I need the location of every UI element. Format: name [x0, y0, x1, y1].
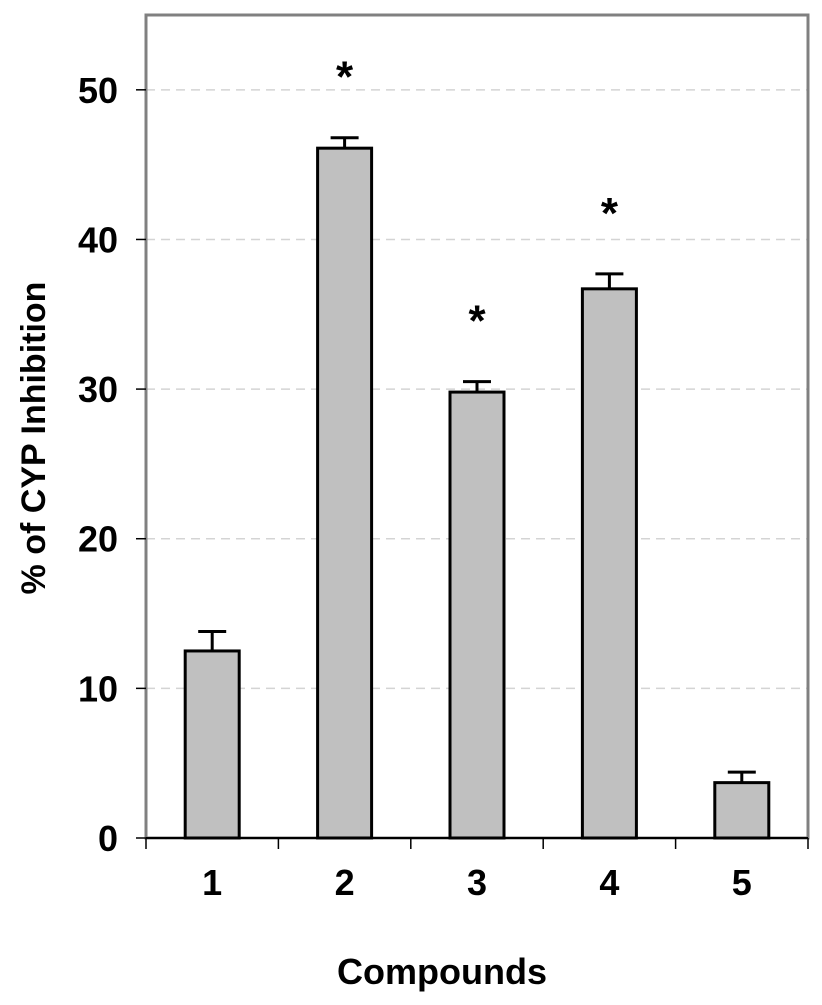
x-tick-label-2: 2 — [335, 862, 355, 903]
y-tick-label-20: 20 — [78, 519, 118, 560]
x-tick-label-1: 1 — [202, 862, 222, 903]
bar-2 — [316, 146, 374, 840]
bar-1 — [183, 649, 241, 840]
y-tick-label-30: 30 — [78, 369, 118, 410]
x-tick-label-5: 5 — [732, 862, 752, 903]
y-tick-label-50: 50 — [78, 70, 118, 111]
y-tick-label-10: 10 — [78, 668, 118, 709]
x-axis-title: Compounds — [337, 951, 547, 992]
x-tick-label-3: 3 — [467, 862, 487, 903]
bars — [183, 136, 771, 840]
bar-5 — [713, 781, 771, 840]
y-tick-label-0: 0 — [98, 818, 118, 859]
significance-marker-3: * — [468, 297, 486, 346]
labels: 0 10 20 30 40 50 1 2 * 3 * 4 * 5 — [78, 53, 752, 903]
bar-3 — [448, 390, 506, 840]
significance-marker-4: * — [601, 189, 619, 238]
y-tick-label-40: 40 — [78, 219, 118, 260]
y-axis-title: % of CYP Inhibition — [15, 282, 53, 595]
x-tick-label-4: 4 — [599, 862, 619, 903]
significance-marker-2: * — [336, 53, 354, 102]
bar-4 — [580, 287, 638, 840]
